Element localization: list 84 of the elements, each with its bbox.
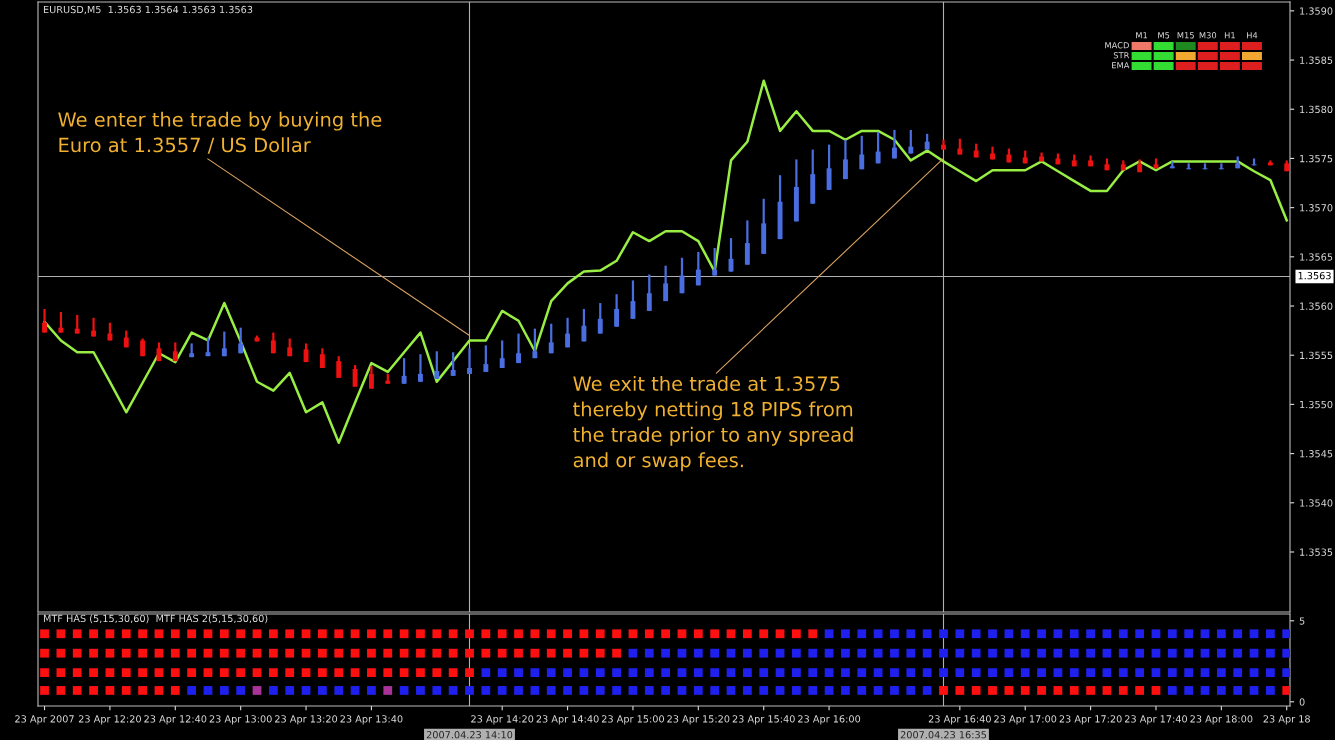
candlestick (499, 339, 505, 370)
candlestick (532, 327, 538, 360)
y-tick-label: 1.3580 (1300, 105, 1333, 114)
candlestick (908, 128, 914, 155)
ref-line-label: 2007.04.23 16:35 (900, 731, 987, 739)
candlestick (614, 293, 620, 328)
x-tick-label: 23 Apr 18 (1263, 715, 1310, 725)
x-tick-label: 23 Apr 13:00 (209, 715, 272, 725)
candlestick (91, 316, 97, 338)
ref-line-label: 2007.04.23 14:10 (426, 731, 513, 739)
candlestick (859, 134, 865, 171)
candlestick (368, 364, 374, 390)
category-label: STR (1113, 52, 1130, 59)
category-label: M1 (1136, 32, 1148, 39)
candlestick (744, 219, 750, 266)
category-label: H1 (1224, 32, 1235, 39)
candlestick (875, 130, 881, 165)
category-label: EMA (1112, 62, 1130, 69)
x-tick-label: 23 Apr 14:40 (536, 715, 599, 725)
x-tick-label: 23 Apr 15:20 (667, 715, 730, 725)
candlestick (663, 264, 669, 303)
ref-line-label: 1.3563 (1298, 271, 1331, 280)
candlestick (58, 310, 64, 334)
candlestick (565, 316, 571, 349)
candlestick (826, 143, 832, 192)
annotation: We enter the trade by buying the Euro at 1.3557 / US Dollar (58, 111, 382, 154)
y-tick-label: 1.3570 (1300, 204, 1333, 212)
y-tick-label: 1.3555 (1300, 351, 1333, 360)
candlestick (221, 330, 227, 358)
candlestick (401, 357, 407, 385)
y-tick-label: 1.3550 (1300, 400, 1333, 409)
y-tick-label: 1.3590 (1300, 7, 1333, 15)
category-label: M15 (1177, 32, 1194, 39)
chart-title: EURUSD,M5 1.3563 1.3564 1.3563 1.3563 (43, 5, 253, 15)
annotation: We exit the trade at 1.3575 thereby netting 18 PIPS from the trade prior to any spread and or swap fees. (573, 375, 853, 472)
category-label: MACD (1105, 42, 1129, 49)
y-tick-label: 1.3540 (1300, 499, 1333, 507)
x-tick-label: 23 Apr 2007 (15, 715, 74, 725)
category-label: M5 (1158, 32, 1170, 39)
x-tick-label: 23 Apr 17:00 (994, 715, 1057, 725)
candlestick (842, 138, 848, 181)
candlestick (646, 273, 652, 313)
candlestick (548, 322, 554, 355)
x-tick-label: 23 Apr 13:20 (275, 715, 338, 725)
x-tick-label: 23 Apr 16:40 (928, 715, 991, 725)
y-tick-label: 1.3565 (1300, 253, 1333, 261)
candlestick (483, 344, 489, 374)
x-tick-label: 23 Apr 12:40 (144, 715, 207, 725)
candlestick (74, 313, 80, 335)
candlestick (892, 128, 897, 160)
candlestick (434, 350, 440, 380)
candlestick (581, 307, 587, 343)
y-tick-label: 0 (1299, 698, 1305, 706)
candlestick (352, 363, 358, 388)
candlestick (516, 332, 521, 365)
y-tick-label: 1.3585 (1300, 56, 1333, 64)
y-tick-label: 1.3535 (1300, 548, 1333, 556)
y-tick-label: 1.3545 (1300, 450, 1333, 458)
candlestick (418, 353, 423, 383)
y-tick-label: 1.3560 (1300, 302, 1333, 310)
x-tick-label: 23 Apr 14:20 (471, 715, 534, 725)
candlestick (238, 326, 244, 355)
candlestick (336, 355, 342, 379)
x-tick-label: 23 Apr 17:20 (1059, 715, 1122, 725)
x-tick-label: 23 Apr 17:40 (1124, 715, 1188, 725)
x-tick-label: 23 Apr 18:00 (1190, 715, 1253, 725)
candlestick (630, 279, 636, 320)
candlestick (712, 246, 718, 277)
candlestick (597, 301, 603, 335)
x-tick-label: 23 Apr 15:40 (732, 715, 795, 725)
x-tick-label: 23 Apr 12:20 (78, 715, 141, 725)
category-label: H4 (1246, 32, 1258, 39)
chart-title: MTF HAS (5,15,30,60) MTF HAS 2(5,15,30,60) (43, 614, 268, 624)
y-tick-label: 5 (1299, 617, 1305, 625)
candlestick (695, 250, 701, 287)
candlestick (467, 347, 472, 376)
candlestick (42, 307, 47, 334)
y-tick-label: 1.3575 (1300, 154, 1333, 163)
category-label: M30 (1199, 32, 1217, 39)
x-tick-label: 23 Apr 16:00 (798, 715, 861, 725)
x-tick-label: 23 Apr 13:40 (340, 715, 403, 725)
x-tick-label: 23 Apr 15:00 (601, 715, 664, 725)
candlestick (450, 351, 456, 377)
line-series (43, 79, 1288, 445)
